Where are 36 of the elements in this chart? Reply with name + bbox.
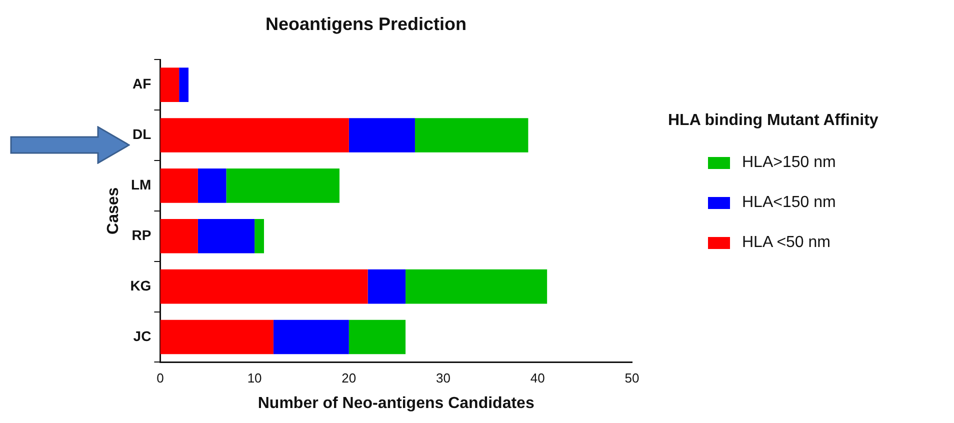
- bar: [160, 320, 274, 354]
- legend-title: HLA binding Mutant Affinity: [668, 112, 878, 130]
- x-tick-label: 20: [342, 370, 356, 386]
- bar: [160, 118, 349, 152]
- bar: [179, 68, 189, 102]
- legend-label: HLA<150 nm: [742, 194, 836, 212]
- y-tick-label: RP: [132, 226, 152, 243]
- x-axis-title: Number of Neo-antigens Candidates: [258, 394, 534, 412]
- bar: [198, 218, 255, 254]
- y-axis-title: Cases: [105, 187, 122, 234]
- legend-label: HLA>150 nm: [742, 154, 836, 172]
- bar: [273, 320, 349, 354]
- bar: [348, 118, 415, 152]
- bar: [198, 168, 226, 203]
- bar: [406, 269, 548, 304]
- x-tick-label: 0: [156, 370, 164, 386]
- y-tick-label: KG: [130, 277, 152, 294]
- y-tick-label: AF: [132, 76, 152, 92]
- x-tick-label: 30: [436, 370, 451, 386]
- bar: [160, 168, 198, 203]
- y-tick-label: DL: [132, 126, 152, 142]
- x-tick-label: 40: [530, 370, 545, 386]
- bar: [160, 218, 198, 254]
- y-tick-label: JC: [133, 328, 152, 344]
- bar: [368, 269, 406, 304]
- x-tick-label: 50: [624, 370, 640, 386]
- bar: [254, 218, 264, 254]
- y-tick-label: LM: [130, 176, 152, 193]
- bar: [226, 168, 340, 203]
- legend-label: HLA <50 nm: [742, 234, 830, 252]
- bar: [160, 269, 368, 304]
- bar: [160, 68, 180, 102]
- bar: [414, 118, 528, 152]
- x-tick-label: 10: [247, 370, 262, 386]
- chart-title: Neoantigens Prediction: [265, 14, 467, 34]
- bar: [348, 320, 406, 354]
